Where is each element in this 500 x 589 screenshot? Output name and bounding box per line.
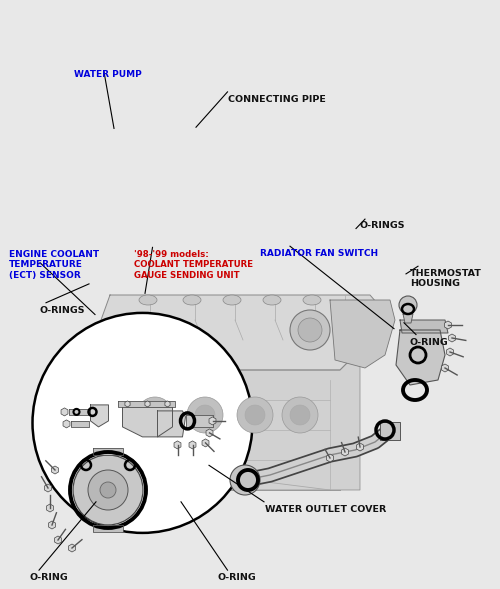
Circle shape [195,405,215,425]
Polygon shape [189,441,196,449]
Polygon shape [70,421,88,427]
Polygon shape [206,429,213,437]
Text: WATER PUMP: WATER PUMP [74,70,142,78]
Text: WATER OUTLET COVER: WATER OUTLET COVER [265,505,386,514]
Polygon shape [380,422,400,440]
Circle shape [73,455,143,525]
Ellipse shape [139,295,157,305]
Polygon shape [158,411,186,437]
Polygon shape [54,536,62,544]
Polygon shape [68,544,75,552]
Circle shape [187,397,223,433]
Polygon shape [396,330,445,385]
Polygon shape [92,295,390,370]
Polygon shape [400,320,448,333]
Circle shape [399,296,417,314]
Polygon shape [122,407,172,437]
Text: O-RING: O-RING [410,338,449,347]
Text: O-RINGS: O-RINGS [40,306,86,315]
Text: THERMOSTAT
HOUSING: THERMOSTAT HOUSING [410,269,482,289]
Polygon shape [186,415,212,427]
Polygon shape [90,405,108,427]
Circle shape [230,465,260,495]
Polygon shape [63,420,70,428]
Polygon shape [93,525,123,532]
Circle shape [290,310,330,350]
Polygon shape [446,348,454,356]
Circle shape [88,470,128,510]
Polygon shape [202,439,209,447]
Circle shape [32,313,252,533]
Polygon shape [442,364,448,372]
Circle shape [145,405,165,425]
Text: O-RING: O-RING [218,573,256,582]
Text: '98-'99 models:
COOLANT TEMPERATURE
GAUGE SENDING UNIT: '98-'99 models: COOLANT TEMPERATURE GAUG… [134,250,253,280]
Polygon shape [165,401,170,407]
Polygon shape [209,417,216,425]
Polygon shape [444,321,452,329]
Circle shape [137,397,173,433]
Polygon shape [448,334,456,342]
Polygon shape [326,454,334,462]
Polygon shape [44,484,52,492]
Polygon shape [125,401,130,407]
Circle shape [237,397,273,433]
Ellipse shape [303,295,321,305]
Polygon shape [356,443,364,451]
Polygon shape [330,300,395,368]
Polygon shape [93,448,123,455]
Ellipse shape [263,295,281,305]
Circle shape [290,405,310,425]
Text: RADIATOR FAN SWITCH: RADIATOR FAN SWITCH [260,249,378,257]
Ellipse shape [223,295,241,305]
Polygon shape [120,350,360,490]
Ellipse shape [333,303,351,313]
Circle shape [245,405,265,425]
Polygon shape [61,408,68,416]
Polygon shape [174,441,181,449]
Polygon shape [46,504,54,512]
Text: O-RINGS: O-RINGS [360,221,406,230]
Text: CONNECTING PIPE: CONNECTING PIPE [228,95,326,104]
Text: ENGINE COOLANT
TEMPERATURE
(ECT) SENSOR: ENGINE COOLANT TEMPERATURE (ECT) SENSOR [9,250,99,280]
Polygon shape [68,409,88,415]
Polygon shape [118,401,174,407]
Polygon shape [52,466,59,474]
Circle shape [100,482,116,498]
Polygon shape [48,521,56,529]
Polygon shape [342,448,348,456]
Text: O-RING: O-RING [30,573,69,582]
Polygon shape [92,345,120,490]
Circle shape [298,318,322,342]
Ellipse shape [183,295,201,305]
Polygon shape [145,401,150,407]
Polygon shape [403,314,413,323]
Circle shape [282,397,318,433]
